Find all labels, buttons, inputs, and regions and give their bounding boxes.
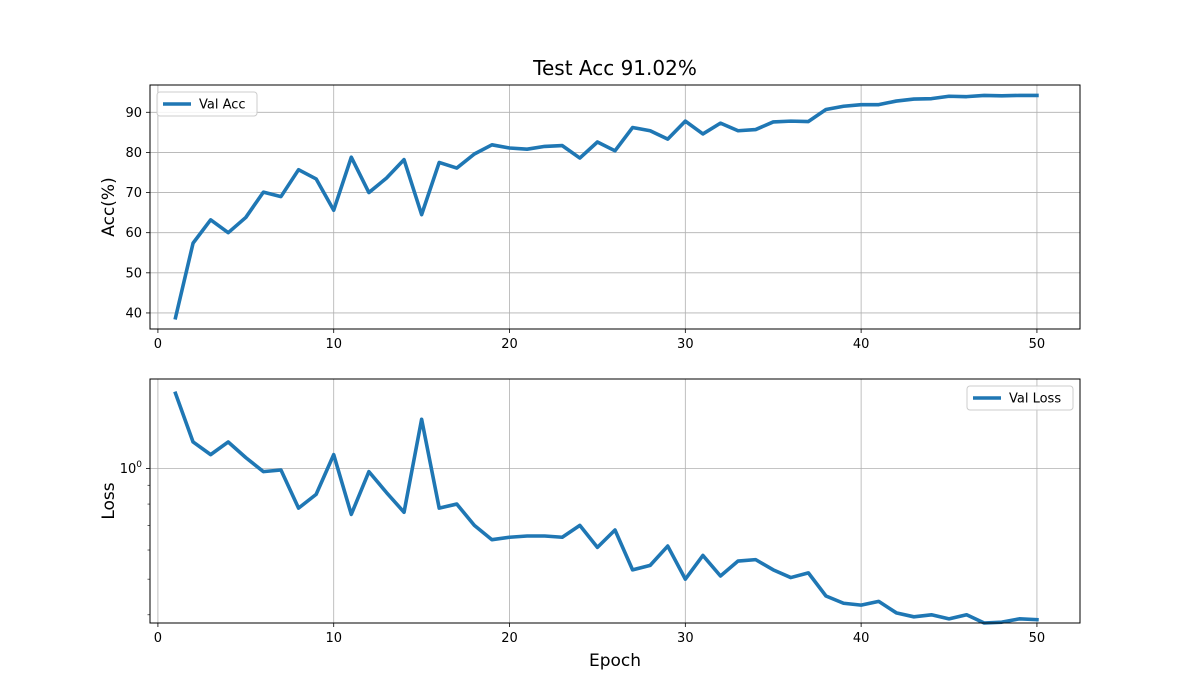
accuracy-panel: 0 10 20 30 40 50 40 50 60 70 80 90 Acc(%) Val Acc [99,84,1081,352]
chart-1-y-tick-label: 80 [125,146,142,161]
chart-1-legend-box [156,91,258,117]
chart-2-x-tick-label: 0 [154,631,162,646]
chart-2-y-axis-label: Loss [99,482,119,519]
chart-2-x-tick-label: 40 [853,631,870,646]
chart-2-x-tick-label: 10 [325,631,342,646]
chart-1-x-tick-label: 0 [154,337,162,352]
chart-2-x-axis-label: Epoch [589,651,641,671]
chart-1-x-tick-label: 50 [1029,337,1046,352]
chart-2-series-line-1 [173,391,1039,625]
chart-1-y-axis-label: Acc(%) [99,177,119,236]
chart-1-y-tick-label: 40 [125,306,142,321]
chart-2-x-tick-label: 50 [1029,631,1046,646]
chart-1-series-line-1 [173,93,1039,320]
chart-1-axes-frame [149,84,1081,330]
chart-1-y-tick-label: 70 [125,186,142,201]
chart-title: Test Acc 91.02% [532,56,697,80]
chart-2-x-tick-label: 30 [677,631,694,646]
chart-1-y-tick-label: 90 [125,106,142,121]
chart-1-x-tick-label: 30 [677,337,694,352]
chart-2-y-tick-label: 100 [120,460,143,477]
chart-2-y-tick-label-base: 10 [120,462,137,477]
chart-1-y-tick-label: 50 [125,266,142,281]
chart-2-legend-box [966,385,1074,411]
chart-1-x-tick-label: 40 [853,337,870,352]
chart-2-legend-label: Val Loss [1009,392,1061,407]
chart-2-x-tick-label: 20 [501,631,518,646]
chart-1-x-tick-label: 20 [501,337,518,352]
chart-1-y-tick-label: 60 [125,226,142,241]
chart-1-legend-label: Val Acc [199,98,246,113]
chart-2-y-tick-label-exponent: 0 [136,460,142,470]
chart-1-x-tick-label: 10 [325,337,342,352]
chart-2-axes-frame [149,378,1081,624]
